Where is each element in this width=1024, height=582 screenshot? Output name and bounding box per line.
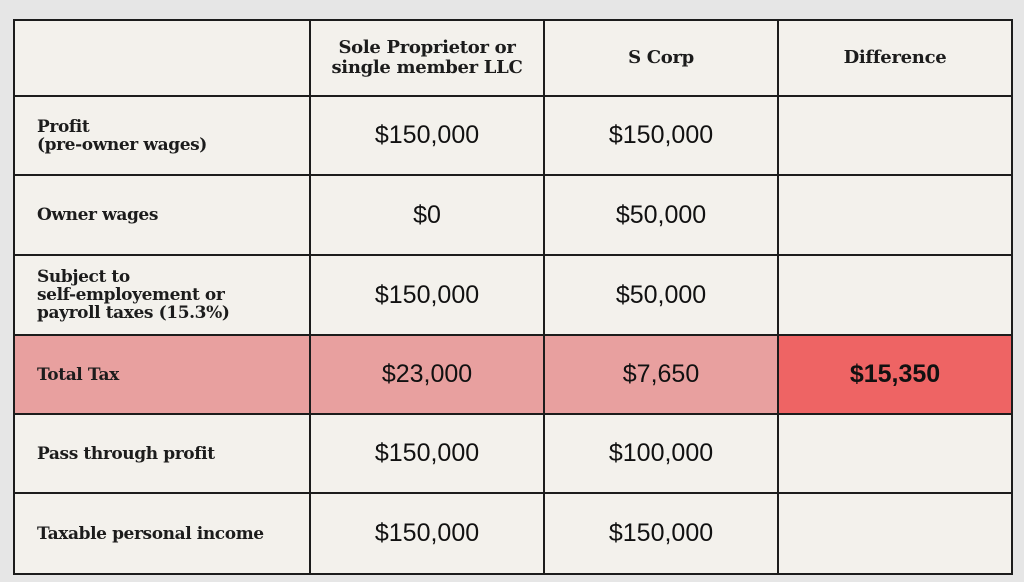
row-label-line: Owner wages (37, 205, 159, 225)
table-row-pass-through-profit: Pass through profit $150,000 $100,000 (13, 413, 1013, 494)
cell-difference-value (777, 254, 1013, 336)
row-label-line: (pre-owner wages) (37, 134, 207, 155)
cell-difference-total: $15,350 (777, 334, 1013, 415)
column-header-difference: Difference (777, 19, 1013, 97)
row-label-line: Total Tax (37, 364, 119, 385)
row-label-profit: Profit (pre-owner wages) (13, 95, 311, 176)
column-header-sole-line1: Sole Proprietor or (338, 37, 516, 58)
cell-difference-value (777, 174, 1013, 256)
table-row-taxable-income: Taxable personal income $150,000 $150,00… (13, 492, 1013, 575)
row-label-total-tax: Total Tax (13, 334, 311, 415)
cell-sole-value: $150,000 (309, 413, 545, 494)
row-label-owner-wages: Owner wages (13, 174, 311, 256)
cell-sole-value: $150,000 (309, 492, 545, 575)
cell-difference-value (777, 492, 1013, 575)
cell-difference-value (777, 413, 1013, 494)
table-row-total-tax: Total Tax $23,000 $7,650 $15,350 (13, 334, 1013, 415)
table-row-profit: Profit (pre-owner wages) $150,000 $150,0… (13, 95, 1013, 176)
row-label-taxable-income: Taxable personal income (13, 492, 311, 575)
cell-scorp-value: $100,000 (543, 413, 779, 494)
cell-scorp-value: $50,000 (543, 254, 779, 336)
row-label-line: Taxable personal income (37, 523, 264, 544)
header-row: Sole Proprietor or single member LLC S C… (13, 19, 1013, 97)
row-label-line: Pass through profit (37, 443, 215, 464)
tax-comparison-table: Sole Proprietor or single member LLC S C… (13, 19, 1013, 575)
row-label-pass-through-profit: Pass through profit (13, 413, 311, 494)
cell-sole-value: $0 (309, 174, 545, 256)
corner-cell (13, 19, 311, 97)
column-header-sole-proprietor: Sole Proprietor or single member LLC (309, 19, 545, 97)
row-label-line: Subject to (37, 267, 130, 287)
cell-difference-value (777, 95, 1013, 176)
row-label-line: self-employement or (37, 285, 225, 305)
cell-sole-value: $23,000 (309, 334, 545, 415)
cell-scorp-value: $150,000 (543, 95, 779, 176)
row-label-subject-to-taxes: Subject to self-employement or payroll t… (13, 254, 311, 336)
table-row-owner-wages: Owner wages $0 $50,000 (13, 174, 1013, 256)
cell-scorp-value: $50,000 (543, 174, 779, 256)
column-header-s-corp: S Corp (543, 19, 779, 97)
table-row-subject-to-taxes: Subject to self-employement or payroll t… (13, 254, 1013, 336)
row-label-line: Profit (37, 116, 90, 137)
cell-scorp-value: $150,000 (543, 492, 779, 575)
column-header-sole-line2: single member LLC (331, 57, 523, 78)
cell-sole-value: $150,000 (309, 95, 545, 176)
cell-scorp-value: $7,650 (543, 334, 779, 415)
cell-sole-value: $150,000 (309, 254, 545, 336)
row-label-line: payroll taxes (15.3%) (37, 303, 230, 323)
